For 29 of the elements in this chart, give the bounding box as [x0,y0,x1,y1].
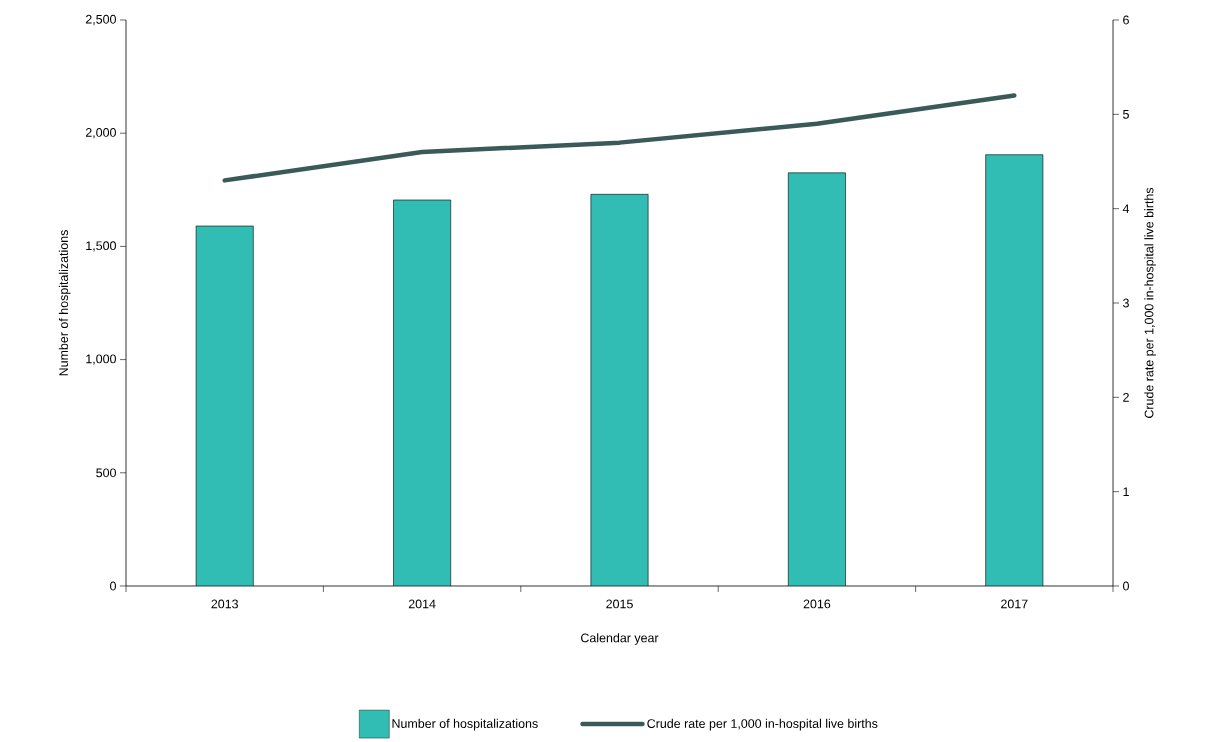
y-tick-label: 0 [110,581,116,591]
bar [590,194,649,586]
bar [985,154,1044,586]
line-series [222,93,1017,183]
y2-tick-label: 2 [1123,392,1129,402]
x-tick-label: 2014 [408,599,436,609]
x-tick-label: 2015 [606,599,633,609]
legend-label: Crude rate per 1,000 in-hospital live births [647,718,878,731]
legend-label: Number of hospitalizations [392,718,538,731]
y-tick-label: 1,000 [86,354,116,365]
y-tick-label: 1,500 [86,241,116,252]
y2-axis-title: Crude rate per 1,000 in-hospital live births [1144,187,1156,418]
y2-tick-label: 3 [1123,298,1129,308]
bar [393,199,452,586]
y-tick-label: 2,500 [85,14,116,26]
x-tick-label: 2017 [1001,599,1028,609]
x-tick-label: 2013 [211,599,238,609]
y-axis-title: Number of hospitalizations [58,230,71,376]
y2-tick-label: 4 [1122,204,1130,213]
y-tick-label: 500 [96,468,116,478]
y2-tick-label: 0 [1123,581,1129,591]
x-axis-title: Calendar year [581,633,659,645]
x-tick-label: 2016 [803,599,831,609]
y-tick-label: 2,000 [85,128,116,139]
y2-tick-label: 1 [1123,487,1129,496]
y2-tick-label: 6 [1123,15,1129,25]
bar [787,172,846,586]
y2-tick-label: 5 [1123,109,1129,119]
bar [195,225,254,586]
